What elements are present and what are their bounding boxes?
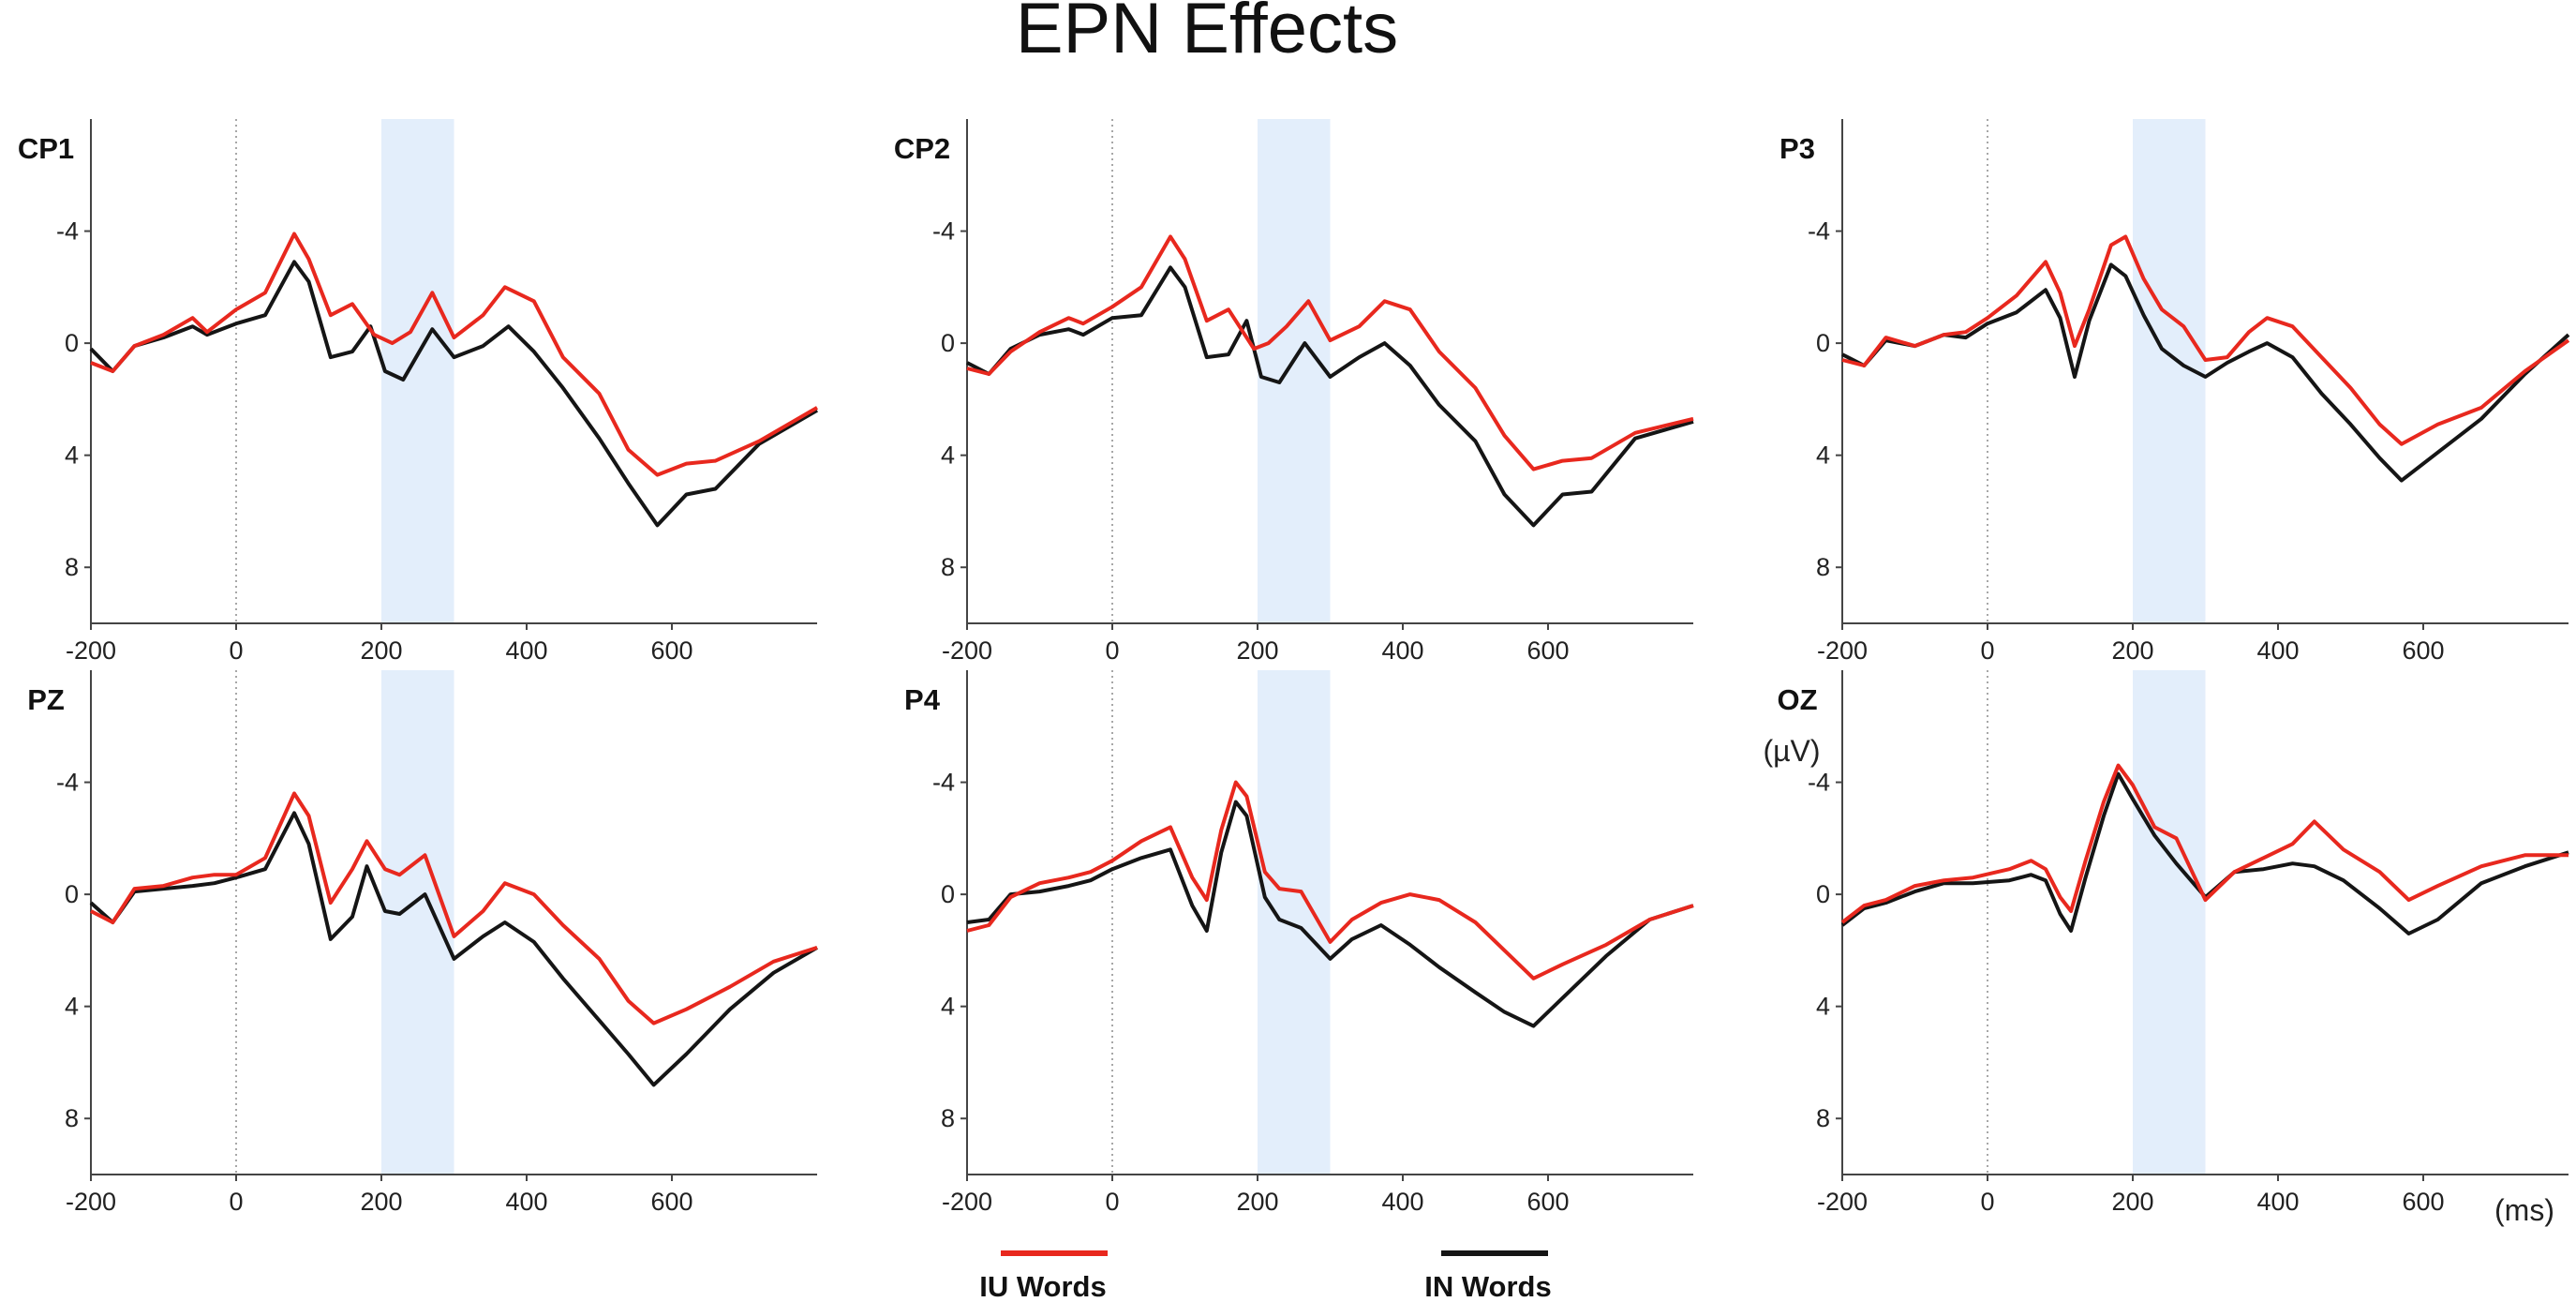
x-tick-label-pz-1: 0 bbox=[229, 1188, 243, 1216]
x-tick-label-p3-3: 400 bbox=[2256, 636, 2299, 665]
x-tick-label-p4-4: 600 bbox=[1526, 1188, 1569, 1216]
x-tick-label-cp2-1: 0 bbox=[1105, 636, 1119, 665]
panel-label-p3: P3 bbox=[1779, 132, 1815, 165]
in-words-line-cp2 bbox=[966, 265, 1694, 528]
y-tick-label-oz-1: 0 bbox=[1816, 880, 1830, 908]
x-tick-label-pz-2: 200 bbox=[360, 1188, 402, 1216]
y-tick-label-p4-2: 4 bbox=[941, 993, 955, 1021]
iu-words-line-cp2 bbox=[966, 234, 1694, 471]
y-tick-label-p3-1: 0 bbox=[1816, 329, 1830, 357]
in-words-line-cp1 bbox=[89, 260, 819, 528]
in-words-line-pz bbox=[89, 811, 819, 1087]
x-tick-label-oz-4: 600 bbox=[2402, 1188, 2444, 1216]
in-words-line-p4 bbox=[966, 800, 1694, 1028]
y-tick-label-cp1-0: -4 bbox=[56, 217, 79, 246]
x-tick-label-cp1-3: 400 bbox=[505, 636, 547, 665]
x-tick-label-oz-0: -200 bbox=[1817, 1188, 1868, 1216]
panel-label-p4: P4 bbox=[904, 683, 941, 716]
analysis-window-oz bbox=[2133, 670, 2206, 1175]
in-words-line-p3 bbox=[1841, 262, 2570, 483]
x-tick-label-cp2-0: -200 bbox=[942, 636, 992, 665]
iu-words-line-pz bbox=[90, 791, 818, 1025]
y-tick-label-pz-2: 4 bbox=[65, 993, 79, 1021]
panel-p3: -4 0 4 8 -200 0 200 400 600 P3 bbox=[1779, 119, 2570, 665]
y-axis-unit-label: (µV) bbox=[1763, 734, 1820, 768]
x-tick-label-pz-0: -200 bbox=[66, 1188, 116, 1216]
x-tick-label-p3-1: 0 bbox=[1980, 636, 1994, 665]
in-words-line-oz bbox=[1840, 771, 2569, 935]
panel-label-cp1: CP1 bbox=[18, 132, 74, 165]
x-tick-label-cp1-2: 200 bbox=[360, 636, 402, 665]
iu-words-line-p4 bbox=[966, 780, 1694, 980]
x-tick-label-p4-3: 400 bbox=[1381, 1188, 1423, 1216]
y-tick-label-p4-0: -4 bbox=[932, 769, 955, 797]
x-axis-unit-label: (ms) bbox=[2494, 1193, 2554, 1227]
x-tick-label-cp2-4: 600 bbox=[1526, 636, 1569, 665]
iu-words-line-oz bbox=[1840, 763, 2569, 924]
x-tick-label-oz-1: 0 bbox=[1980, 1188, 1994, 1216]
y-tick-label-p4-3: 8 bbox=[941, 1104, 955, 1132]
analysis-window-pz bbox=[381, 670, 454, 1175]
panel-oz: -4 0 4 8 -200 0 200 400 600 OZ bbox=[1777, 670, 2569, 1216]
x-tick-label-cp1-4: 600 bbox=[650, 636, 692, 665]
y-tick-label-oz-2: 4 bbox=[1816, 993, 1830, 1021]
panel-cp1: -4 0 4 8 -200 0 200 400 600 CP1 bbox=[18, 119, 819, 665]
panel-label-cp2: CP2 bbox=[894, 132, 950, 165]
x-tick-label-p4-0: -200 bbox=[942, 1188, 992, 1216]
x-tick-label-cp1-1: 0 bbox=[229, 636, 243, 665]
x-tick-label-oz-2: 200 bbox=[2111, 1188, 2153, 1216]
y-tick-label-p4-1: 0 bbox=[941, 880, 955, 908]
x-tick-label-cp1-0: -200 bbox=[66, 636, 116, 665]
analysis-window-cp2 bbox=[1258, 119, 1331, 623]
x-tick-label-p3-4: 600 bbox=[2402, 636, 2444, 665]
iu-words-line-cp1 bbox=[90, 232, 819, 477]
y-tick-label-cp2-0: -4 bbox=[932, 217, 955, 246]
y-tick-label-cp1-3: 8 bbox=[65, 553, 79, 581]
y-tick-label-cp2-3: 8 bbox=[941, 553, 955, 581]
y-tick-label-pz-3: 8 bbox=[65, 1104, 79, 1132]
x-tick-label-p3-0: -200 bbox=[1817, 636, 1868, 665]
x-tick-label-cp2-3: 400 bbox=[1381, 636, 1423, 665]
y-tick-label-cp2-2: 4 bbox=[941, 441, 955, 470]
panel-cp2: -4 0 4 8 -200 0 200 400 600 CP2 bbox=[894, 119, 1694, 665]
y-tick-label-cp2-1: 0 bbox=[941, 329, 955, 357]
panel-label-pz: PZ bbox=[27, 683, 65, 716]
x-tick-label-cp2-2: 200 bbox=[1236, 636, 1278, 665]
y-tick-label-oz-0: -4 bbox=[1808, 769, 1830, 797]
x-tick-label-p3-2: 200 bbox=[2111, 636, 2153, 665]
x-tick-label-p4-1: 0 bbox=[1105, 1188, 1119, 1216]
x-tick-label-p4-2: 200 bbox=[1236, 1188, 1278, 1216]
y-tick-label-p3-2: 4 bbox=[1816, 441, 1830, 470]
y-tick-label-pz-0: -4 bbox=[56, 769, 79, 797]
chart-title: EPN Effects bbox=[1016, 0, 1398, 68]
legend-label-iu-words: IU Words bbox=[979, 1270, 1107, 1302]
iu-words-line-p3 bbox=[1841, 234, 2570, 446]
y-tick-label-cp1-2: 4 bbox=[65, 441, 79, 470]
y-tick-label-p3-3: 8 bbox=[1816, 553, 1830, 581]
x-tick-label-oz-3: 400 bbox=[2256, 1188, 2299, 1216]
y-tick-label-cp1-1: 0 bbox=[65, 329, 79, 357]
analysis-window-cp1 bbox=[381, 119, 454, 623]
x-tick-label-pz-3: 400 bbox=[505, 1188, 547, 1216]
x-tick-label-pz-4: 600 bbox=[650, 1188, 692, 1216]
panel-p4: -4 0 4 8 -200 0 200 400 600 P4 bbox=[904, 670, 1694, 1216]
y-tick-label-p3-0: -4 bbox=[1808, 217, 1830, 246]
y-tick-label-oz-3: 8 bbox=[1816, 1104, 1830, 1132]
panel-pz: -4 0 4 8 -200 0 200 400 600 PZ bbox=[27, 670, 819, 1216]
panel-label-oz: OZ bbox=[1777, 683, 1817, 716]
legend: IU Words IN Words bbox=[979, 1250, 1552, 1302]
legend-label-in-words: IN Words bbox=[1424, 1270, 1552, 1302]
y-tick-label-pz-1: 0 bbox=[65, 880, 79, 908]
